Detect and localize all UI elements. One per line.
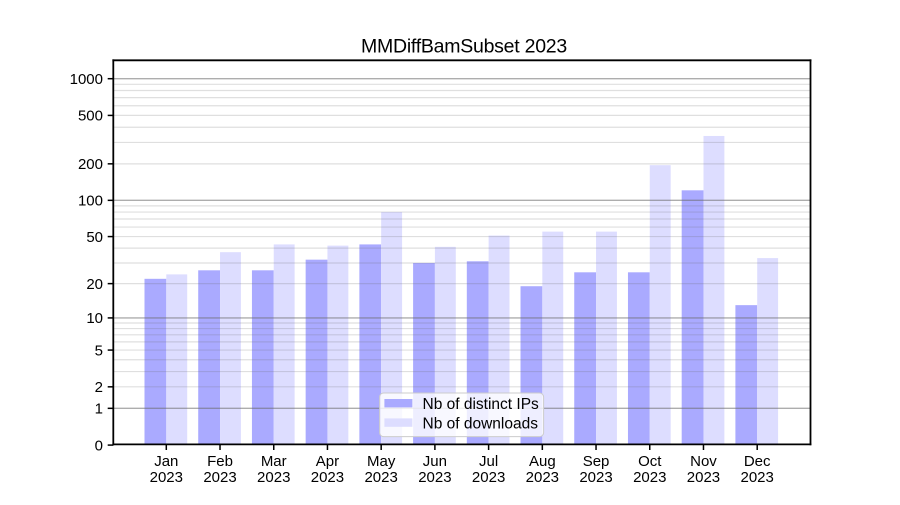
svg-text:2023: 2023 [472, 469, 505, 486]
svg-text:1000: 1000 [70, 71, 103, 88]
svg-text:Nov: Nov [690, 453, 717, 470]
svg-text:2023: 2023 [257, 469, 290, 486]
svg-text:20: 20 [86, 276, 103, 293]
svg-text:10: 10 [86, 310, 103, 327]
svg-text:May: May [367, 453, 396, 470]
svg-text:Nb of distinct IPs: Nb of distinct IPs [423, 396, 540, 413]
svg-text:Mar: Mar [261, 453, 287, 470]
svg-text:MMDiffBamSubset 2023: MMDiffBamSubset 2023 [361, 35, 567, 57]
svg-text:50: 50 [86, 229, 103, 246]
svg-text:2023: 2023 [741, 469, 774, 486]
svg-text:100: 100 [78, 193, 103, 210]
svg-text:Jan: Jan [154, 453, 178, 470]
svg-text:5: 5 [95, 342, 103, 359]
svg-text:2023: 2023 [311, 469, 344, 486]
svg-text:2023: 2023 [633, 469, 666, 486]
svg-text:200: 200 [78, 156, 103, 173]
svg-text:2023: 2023 [579, 469, 612, 486]
svg-text:Feb: Feb [207, 453, 233, 470]
svg-text:2: 2 [95, 379, 103, 396]
svg-text:1: 1 [95, 401, 103, 418]
svg-text:Dec: Dec [744, 453, 771, 470]
svg-text:2023: 2023 [364, 469, 397, 486]
svg-text:Aug: Aug [529, 453, 556, 470]
svg-text:Jul: Jul [479, 453, 498, 470]
svg-text:2023: 2023 [150, 469, 183, 486]
svg-text:2023: 2023 [526, 469, 559, 486]
svg-text:Nb of downloads: Nb of downloads [423, 415, 539, 432]
svg-text:500: 500 [78, 108, 103, 125]
svg-text:Apr: Apr [316, 453, 339, 470]
svg-text:Sep: Sep [583, 453, 610, 470]
svg-text:0: 0 [95, 437, 103, 454]
svg-text:Jun: Jun [423, 453, 447, 470]
svg-text:Oct: Oct [638, 453, 662, 470]
svg-text:2023: 2023 [203, 469, 236, 486]
svg-text:2023: 2023 [687, 469, 720, 486]
svg-text:2023: 2023 [418, 469, 451, 486]
